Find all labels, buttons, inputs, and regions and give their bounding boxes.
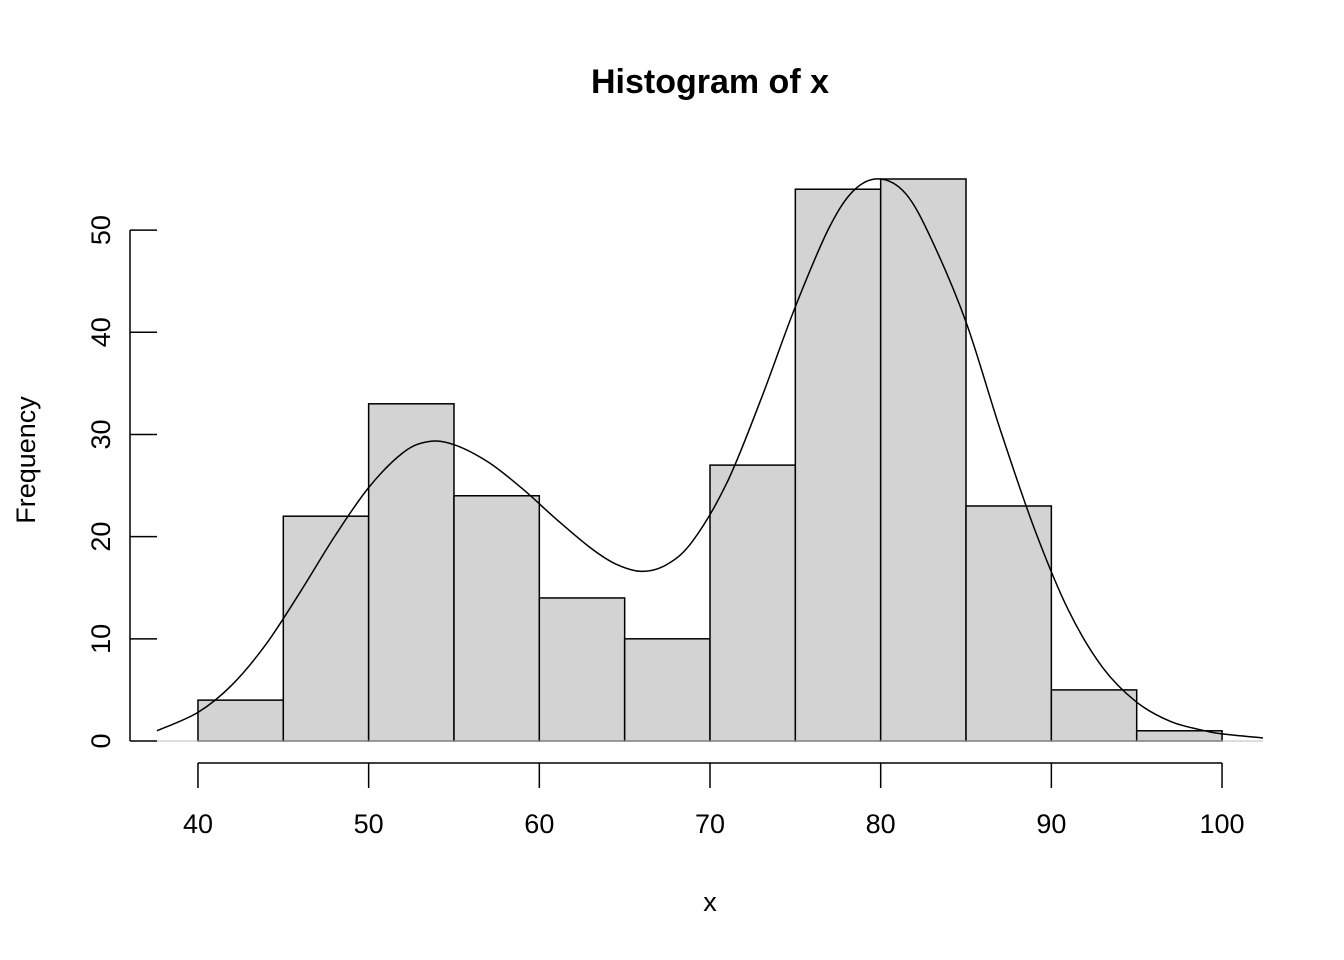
x-tick-label: 80 [866, 809, 896, 839]
y-tick-label: 10 [86, 624, 116, 654]
histogram-bar [709, 464, 797, 742]
histogram-bar [623, 638, 711, 742]
x-tick-label: 70 [695, 809, 725, 839]
histogram-bar [965, 505, 1053, 742]
y-tick-label: 50 [86, 215, 116, 245]
histogram-bar [1050, 689, 1138, 742]
y-axis-label: Frequency [11, 396, 41, 524]
x-tick-label: 100 [1200, 809, 1245, 839]
y-tick-label: 20 [86, 522, 116, 552]
x-axis: 40 50 60 70 80 90 100 [183, 762, 1245, 839]
histogram-bar [879, 178, 967, 742]
x-tick-label: 50 [354, 809, 384, 839]
chart-title: Histogram of x [591, 63, 829, 101]
histogram-bar [197, 699, 285, 742]
x-tick-label: 40 [183, 809, 213, 839]
histogram-bar [794, 188, 882, 742]
histogram-bar [538, 597, 626, 742]
density-curve [156, 178, 1264, 739]
histogram-bars [197, 178, 1223, 742]
histogram-bar [453, 495, 541, 742]
x-axis-label: x [703, 887, 717, 917]
y-axis: 0 10 20 30 40 50 [86, 215, 157, 749]
x-tick-label: 60 [524, 809, 554, 839]
y-tick-label: 40 [86, 317, 116, 347]
histogram-bar [282, 515, 370, 742]
y-tick-label: 30 [86, 419, 116, 449]
y-tick-label: 0 [86, 733, 116, 748]
histogram-bar [367, 403, 455, 742]
x-tick-label: 90 [1036, 809, 1066, 839]
